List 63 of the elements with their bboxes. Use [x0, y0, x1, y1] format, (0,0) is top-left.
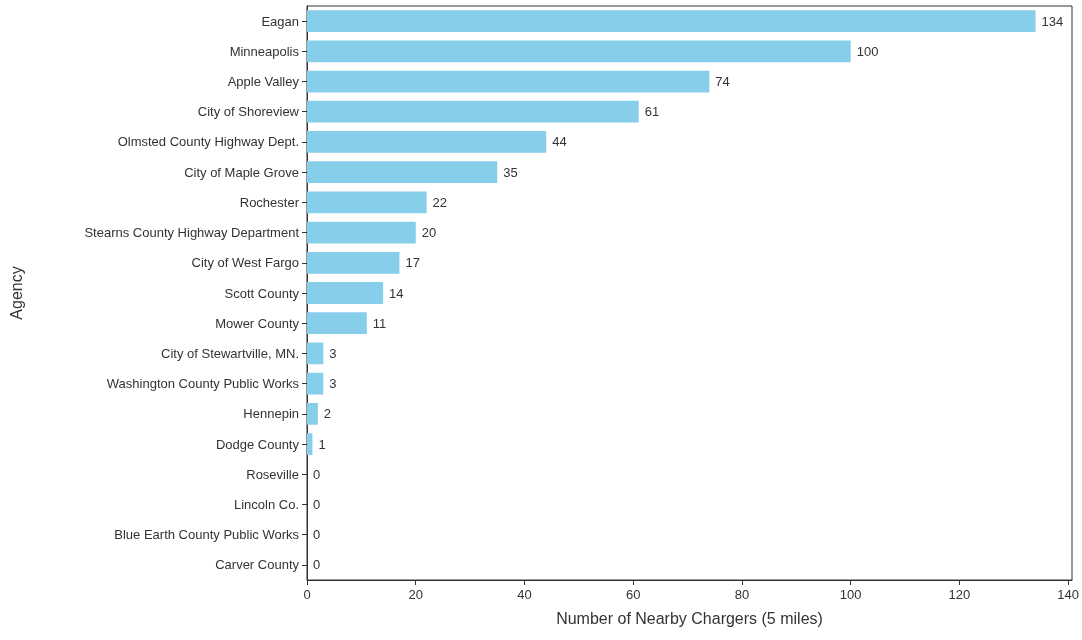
data-label: 74: [715, 74, 730, 90]
bar: [307, 161, 498, 184]
bar: [307, 70, 710, 93]
y-tick-label: City of West Fargo: [191, 255, 299, 271]
y-tick-label: Stearns County Highway Department: [84, 225, 300, 241]
y-tick-label: Hennepin: [243, 406, 299, 422]
bar: [307, 131, 547, 153]
data-label: 0: [313, 527, 321, 543]
x-tick-label: 0: [303, 587, 311, 602]
data-label: 2: [323, 406, 332, 422]
y-tick-label: City of Stewartville, MN.: [161, 345, 299, 361]
data-label: 3: [329, 345, 337, 361]
data-label: 134: [1041, 13, 1064, 29]
bar: [307, 282, 384, 304]
y-tick-label: Carver County: [215, 557, 300, 573]
y-tick-label: Eagan: [261, 13, 299, 29]
x-tick-label: 120: [948, 587, 971, 602]
bar: [307, 40, 851, 63]
data-label: 3: [329, 376, 337, 392]
y-tick-label: City of Shoreview: [197, 104, 300, 120]
x-tick-label: 140: [1057, 587, 1080, 602]
data-label: 17: [405, 255, 420, 271]
data-label: 100: [856, 43, 879, 59]
bar: [307, 100, 639, 123]
bar: [307, 342, 324, 365]
data-label: 11: [372, 315, 387, 331]
data-label: 35: [503, 164, 518, 180]
y-tick-label: Apple Valley: [227, 74, 300, 90]
data-label: 0: [313, 496, 321, 512]
y-tick-label: Rochester: [239, 194, 300, 210]
bar: [307, 312, 367, 335]
y-tick-label: Washington County Public Works: [106, 376, 300, 392]
data-label: 22: [432, 194, 448, 210]
data-label: 1: [318, 436, 326, 452]
x-tick-label: 100: [839, 587, 862, 602]
data-label: 0: [313, 557, 321, 573]
y-tick-label: Scott County: [224, 285, 300, 301]
bar: [307, 191, 427, 214]
bar: [307, 402, 318, 425]
y-tick-label: Minneapolis: [229, 43, 300, 59]
y-axis-title: Agency: [7, 266, 25, 320]
data-label: 14: [389, 285, 404, 301]
y-tick-label: Olmsted County Highway Dept.: [117, 134, 299, 150]
bar: [307, 433, 313, 455]
y-tick-label: Dodge County: [215, 436, 300, 452]
bar: [307, 10, 1036, 32]
data-label: 0: [313, 466, 321, 482]
y-tick-label: Blue Earth County Public Works: [114, 527, 300, 543]
data-label: 61: [644, 104, 660, 120]
x-tick-label: 20: [408, 587, 423, 602]
y-tick-label: City of Maple Grove: [184, 164, 299, 180]
x-axis-title: Number of Nearby Chargers (5 miles): [556, 609, 823, 627]
x-tick-label: 60: [626, 587, 641, 602]
y-tick-label: Mower County: [215, 315, 300, 331]
bar: [307, 251, 400, 274]
data-label: 44: [552, 134, 567, 150]
x-tick-label: 80: [734, 587, 750, 602]
y-tick-label: Roseville: [246, 466, 299, 482]
bar: [307, 221, 416, 244]
data-label: 20: [421, 225, 437, 241]
x-tick-label: 40: [517, 587, 532, 602]
y-tick-label: Lincoln Co.: [233, 496, 299, 512]
bar: [307, 372, 324, 395]
